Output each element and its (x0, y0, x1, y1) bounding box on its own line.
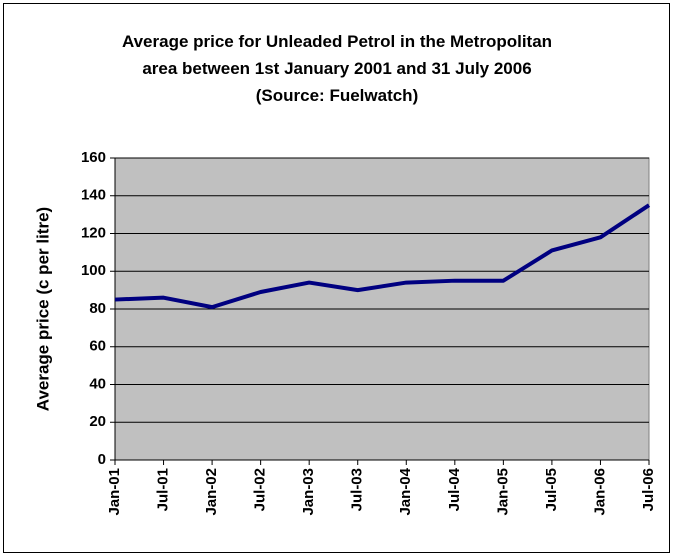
y-tick-label: 160 (81, 149, 106, 166)
x-tick-label: Jan-01 (106, 468, 123, 516)
x-tick-label: Jan-04 (397, 467, 414, 515)
y-tick-label: 100 (81, 262, 106, 279)
y-tick-label: 40 (89, 375, 106, 392)
x-tick-label: Jul-02 (252, 468, 269, 511)
x-tick-label: Jul-06 (640, 468, 657, 511)
x-tick-label: Jul-05 (543, 468, 560, 511)
data-line (114, 203, 651, 310)
y-tick-label: 140 (81, 187, 106, 204)
y-axis-label: Average price (c per litre) (33, 207, 52, 411)
y-tick-label: 20 (89, 413, 106, 430)
x-tick-label: Jan-02 (203, 468, 220, 516)
chart-title: Average price for Unleaded Petrol in the… (121, 32, 553, 105)
y-tick-label: 80 (89, 300, 106, 317)
x-tick-label: Jan-03 (300, 468, 317, 516)
x-tick-label: Jan-05 (494, 468, 511, 516)
x-tick-label: Jul-03 (349, 468, 366, 511)
x-tick-label: Jul-01 (155, 468, 172, 511)
x-tick-label: Jan-06 (591, 468, 608, 516)
x-tick-label: Jul-04 (446, 467, 463, 511)
y-tick-label: 60 (89, 338, 106, 355)
y-tick-label: 120 (81, 224, 106, 241)
y-tick-label: 0 (98, 451, 106, 468)
